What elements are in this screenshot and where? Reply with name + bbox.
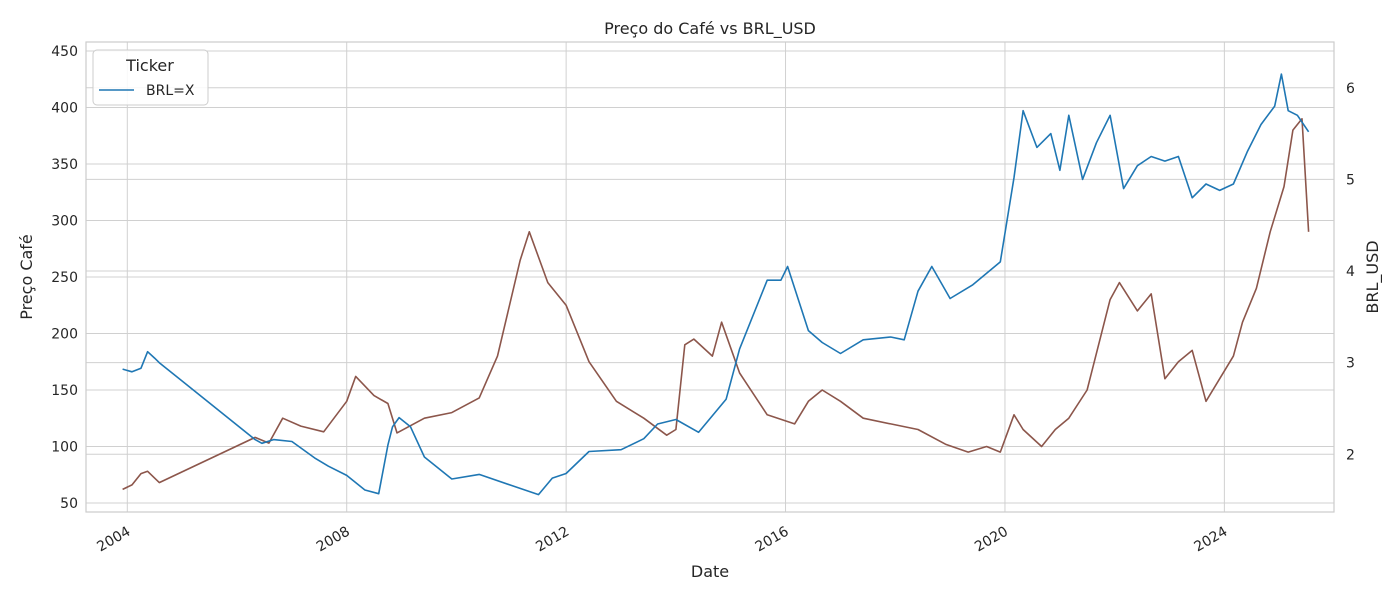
series-layer — [122, 73, 1310, 496]
left-y-tick-label-200: 200 — [51, 326, 78, 342]
right-y-tick-label-4: 4 — [1346, 264, 1355, 280]
x-axis-label: Date — [691, 562, 729, 581]
legend-entry-brl: BRL=X — [146, 83, 195, 99]
left-y-tick-label-400: 400 — [51, 101, 78, 117]
right-y-axis-ticks: 2 3 4 5 6 — [1346, 81, 1355, 463]
right-y-tick-label-6: 6 — [1346, 81, 1355, 97]
grid — [86, 42, 1334, 512]
left-y-tick-label-150: 150 — [51, 383, 78, 399]
right-y-tick-label-5: 5 — [1346, 172, 1355, 188]
chart-title: Preço do Café vs BRL_USD — [604, 19, 816, 39]
plot-frame — [85, 41, 1335, 513]
legend-box — [92, 49, 209, 106]
legend: Ticker BRL=X — [92, 49, 209, 106]
left-y-tick-label-250: 250 — [51, 270, 78, 286]
left-y-axis-label: Preço Café — [17, 234, 36, 320]
right-y-tick-label-3: 3 — [1346, 356, 1355, 372]
legend-title: Ticker — [125, 56, 174, 75]
left-y-tick-label-450: 450 — [51, 44, 78, 60]
left-y-tick-label-50: 50 — [60, 496, 78, 512]
right-y-tick-label-2: 2 — [1346, 447, 1355, 463]
left-y-tick-label-100: 100 — [51, 439, 78, 455]
series-line-coffee — [122, 118, 1310, 491]
left-y-tick-label-300: 300 — [51, 214, 78, 230]
left-y-tick-label-350: 350 — [51, 157, 78, 173]
right-y-axis-label: BRL_USD — [1363, 240, 1383, 313]
series-line-brl — [122, 73, 1310, 496]
left-y-axis-ticks: 50 100 150 200 250 300 350 400 450 — [51, 44, 78, 512]
